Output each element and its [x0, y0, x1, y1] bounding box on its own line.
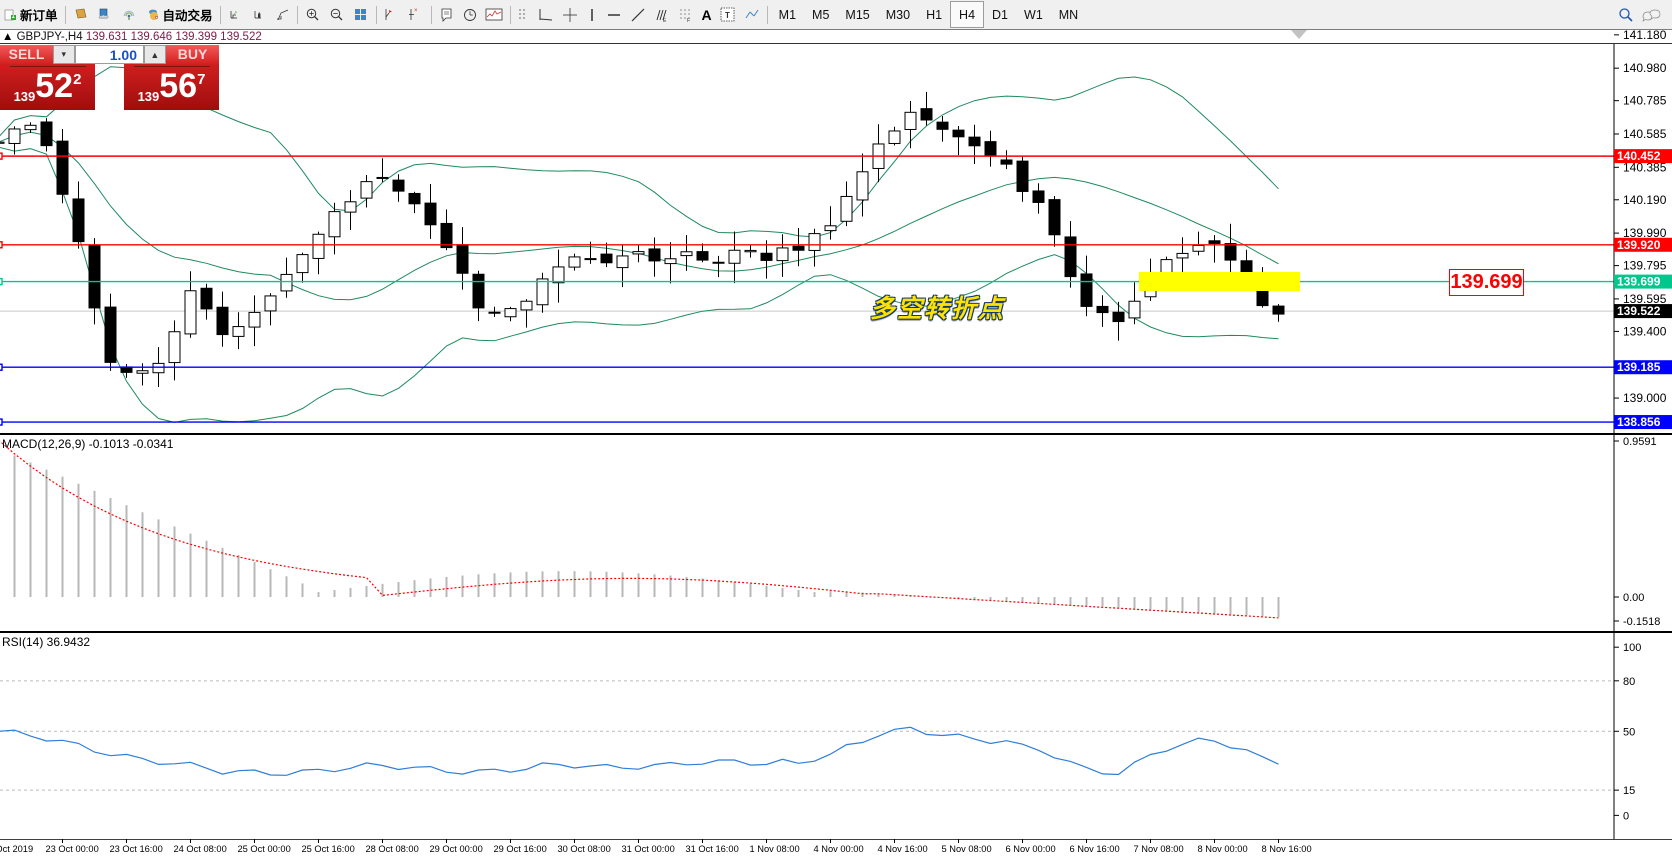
- svg-text:139.795: 139.795: [1623, 259, 1667, 273]
- svg-text:29 Oct 00:00: 29 Oct 00:00: [430, 844, 483, 854]
- svg-text:4 Nov 16:00: 4 Nov 16:00: [878, 844, 928, 854]
- svg-text:80: 80: [1623, 676, 1635, 688]
- svg-text:5 Nov 08:00: 5 Nov 08:00: [942, 844, 992, 854]
- svg-text:24 Oct 08:00: 24 Oct 08:00: [174, 844, 227, 854]
- svg-text:T: T: [725, 11, 730, 20]
- svg-text:100: 100: [1623, 642, 1641, 654]
- svg-text:140.980: 140.980: [1623, 61, 1667, 75]
- svg-text:50: 50: [1623, 726, 1635, 738]
- svg-text:↗: ↗: [233, 10, 237, 16]
- svg-text:139.522: 139.522: [1617, 304, 1661, 318]
- svg-text:138.856: 138.856: [1617, 415, 1661, 429]
- svg-text:139.699: 139.699: [1617, 275, 1661, 289]
- svg-text:140.585: 140.585: [1623, 127, 1667, 141]
- svg-text:140.785: 140.785: [1623, 94, 1667, 108]
- svg-text:8 Nov 16:00: 8 Nov 16:00: [1262, 844, 1312, 854]
- svg-text:23 Oct 00:00: 23 Oct 00:00: [46, 844, 99, 854]
- svg-text:140.452: 140.452: [1617, 149, 1661, 163]
- svg-text:4 Nov 00:00: 4 Nov 00:00: [814, 844, 864, 854]
- svg-text:1 Nov 08:00: 1 Nov 08:00: [750, 844, 800, 854]
- svg-text:-0.1518: -0.1518: [1623, 616, 1660, 628]
- svg-text:F: F: [687, 18, 690, 23]
- svg-text:8 Nov 00:00: 8 Nov 00:00: [1198, 844, 1248, 854]
- svg-text:0: 0: [1623, 810, 1629, 822]
- svg-text:23 Oct 16:00: 23 Oct 16:00: [110, 844, 163, 854]
- svg-text:6 Nov 16:00: 6 Nov 16:00: [1070, 844, 1120, 854]
- svg-text:0.9591: 0.9591: [1623, 436, 1657, 448]
- svg-text:139.400: 139.400: [1623, 324, 1667, 338]
- svg-text:E: E: [663, 18, 667, 23]
- svg-text:139.920: 139.920: [1617, 238, 1661, 252]
- svg-text:25 Oct 16:00: 25 Oct 16:00: [302, 844, 355, 854]
- svg-text:25 Oct 00:00: 25 Oct 00:00: [238, 844, 291, 854]
- svg-text:7 Nov 08:00: 7 Nov 08:00: [1134, 844, 1184, 854]
- svg-text:31 Oct 00:00: 31 Oct 00:00: [622, 844, 675, 854]
- svg-text:22 Oct 2019: 22 Oct 2019: [0, 844, 33, 854]
- svg-text:6 Nov 00:00: 6 Nov 00:00: [1006, 844, 1056, 854]
- svg-text:15: 15: [1623, 785, 1635, 797]
- svg-text:0.00: 0.00: [1623, 592, 1644, 604]
- svg-text:139.185: 139.185: [1617, 360, 1661, 374]
- svg-text:29 Oct 16:00: 29 Oct 16:00: [494, 844, 547, 854]
- svg-text:31 Oct 16:00: 31 Oct 16:00: [686, 844, 739, 854]
- svg-text:30 Oct 08:00: 30 Oct 08:00: [558, 844, 611, 854]
- svg-text:×: ×: [414, 8, 418, 14]
- svg-text:139.000: 139.000: [1623, 391, 1667, 405]
- svg-text:▸: ▸: [389, 9, 392, 15]
- svg-text:141.180: 141.180: [1623, 28, 1667, 42]
- svg-text:28 Oct 08:00: 28 Oct 08:00: [366, 844, 419, 854]
- svg-text:140.190: 140.190: [1623, 193, 1667, 207]
